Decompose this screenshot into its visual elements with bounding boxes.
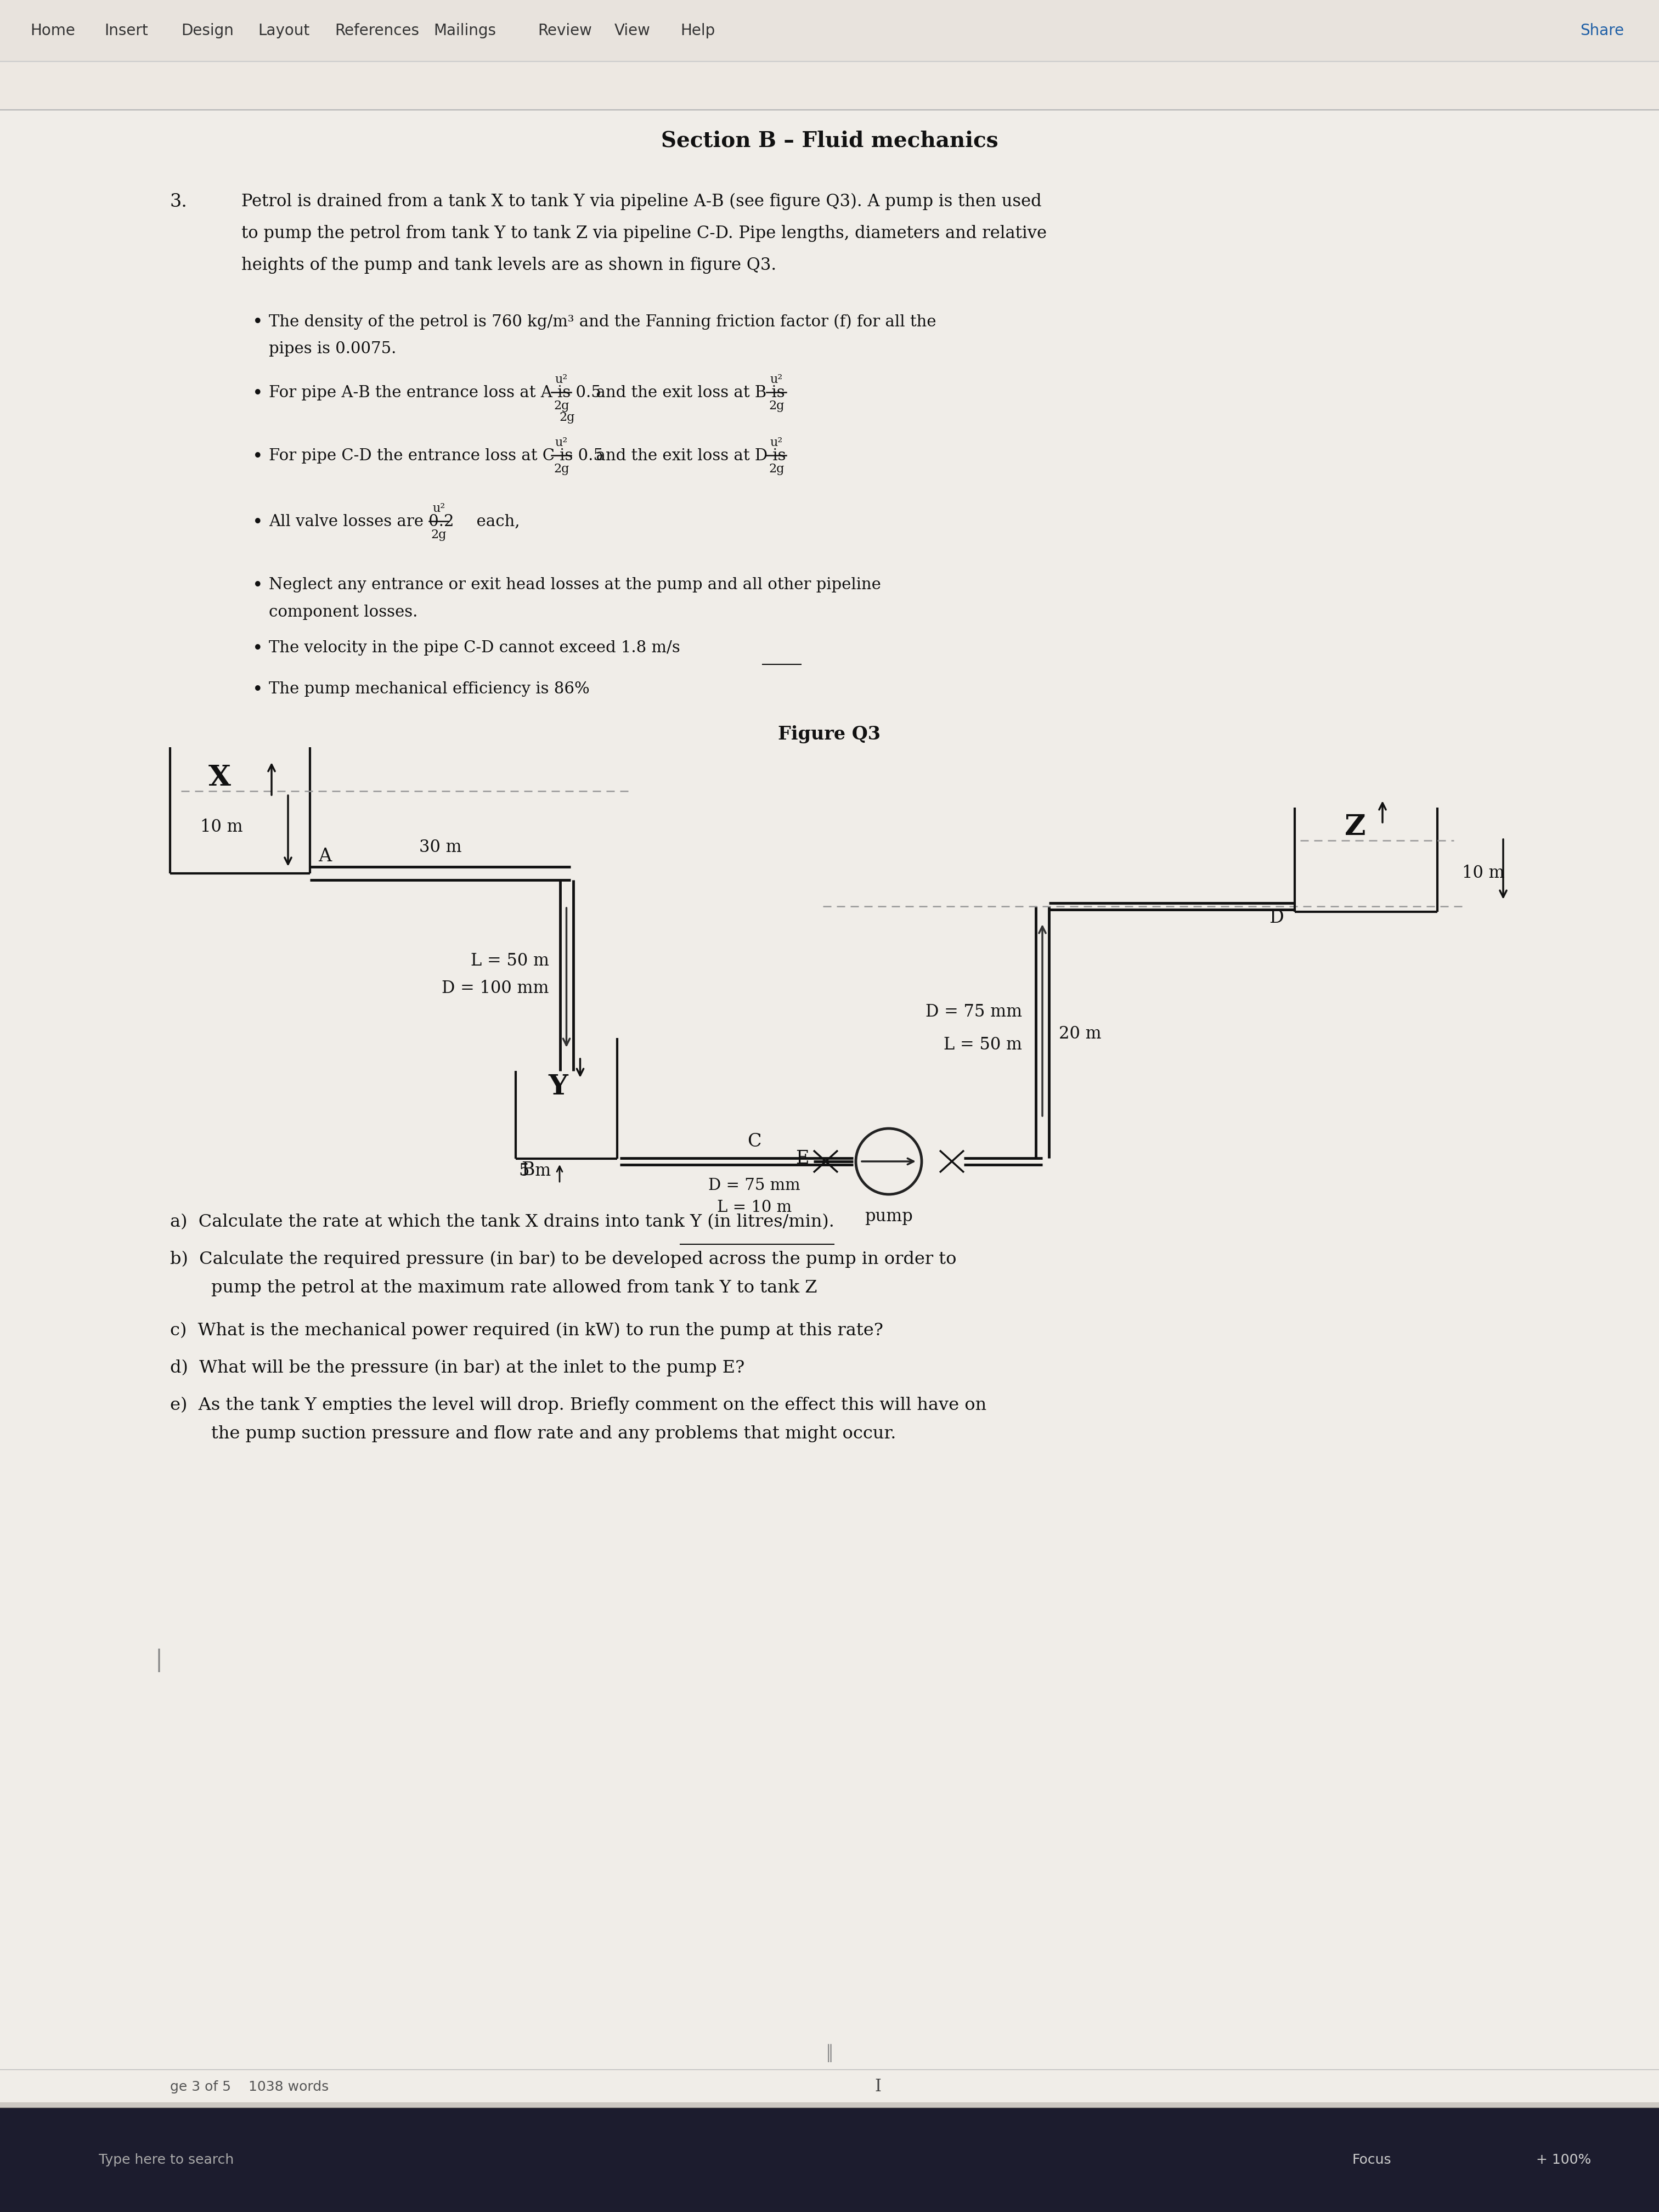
Text: Type here to search: Type here to search bbox=[100, 2152, 234, 2166]
Text: Focus: Focus bbox=[1352, 2152, 1392, 2166]
Text: and the exit loss at D is: and the exit loss at D is bbox=[586, 449, 791, 465]
Text: c)  What is the mechanical power required (in kW) to run the pump at this rate?: c) What is the mechanical power required… bbox=[171, 1323, 883, 1338]
Text: u²: u² bbox=[556, 374, 567, 385]
Text: For pipe C-D the entrance loss at C is 0.5: For pipe C-D the entrance loss at C is 0… bbox=[269, 449, 609, 465]
Text: Figure Q3: Figure Q3 bbox=[778, 726, 881, 743]
Text: 3.: 3. bbox=[171, 192, 187, 210]
Text: 10 m: 10 m bbox=[201, 818, 242, 836]
Text: and the exit loss at B is: and the exit loss at B is bbox=[586, 385, 790, 400]
Text: All valve losses are 0.2: All valve losses are 0.2 bbox=[269, 513, 460, 529]
Text: Design: Design bbox=[181, 22, 234, 38]
Text: 2g: 2g bbox=[768, 400, 785, 411]
Text: Z: Z bbox=[1344, 814, 1365, 841]
Text: d)  What will be the pressure (in bar) at the inlet to the pump E?: d) What will be the pressure (in bar) at… bbox=[171, 1360, 745, 1376]
Text: the pump suction pressure and flow rate and any problems that might occur.: the pump suction pressure and flow rate … bbox=[211, 1425, 896, 1442]
Text: Petrol is drained from a tank X to tank Y via pipeline A-B (see figure Q3). A pu: Petrol is drained from a tank X to tank … bbox=[242, 192, 1042, 210]
Text: 30 m: 30 m bbox=[420, 838, 461, 856]
Text: pump the petrol at the maximum rate allowed from tank Y to tank Z: pump the petrol at the maximum rate allo… bbox=[211, 1279, 818, 1296]
Text: Review: Review bbox=[538, 22, 592, 38]
Text: component losses.: component losses. bbox=[269, 604, 418, 619]
Text: •: • bbox=[252, 513, 264, 531]
Text: •: • bbox=[252, 449, 264, 467]
Text: ge 3 of 5    1038 words: ge 3 of 5 1038 words bbox=[171, 2079, 328, 2093]
Text: E: E bbox=[796, 1150, 810, 1168]
Text: 20 m: 20 m bbox=[1058, 1026, 1102, 1042]
Text: Section B – Fluid mechanics: Section B – Fluid mechanics bbox=[660, 131, 999, 150]
Text: For pipe A-B the entrance loss at A is 0.5: For pipe A-B the entrance loss at A is 0… bbox=[269, 385, 606, 400]
Text: A: A bbox=[319, 847, 332, 865]
Text: •: • bbox=[252, 681, 264, 699]
Text: u²: u² bbox=[770, 374, 783, 385]
Text: D: D bbox=[1269, 909, 1284, 927]
Text: 2g: 2g bbox=[554, 462, 569, 476]
Text: b)  Calculate the required pressure (in bar) to be developed across the pump in : b) Calculate the required pressure (in b… bbox=[171, 1250, 957, 1267]
Text: The density of the petrol is 760 kg/m³ and the Fanning friction factor (f) for a: The density of the petrol is 760 kg/m³ a… bbox=[269, 314, 936, 330]
Text: B: B bbox=[521, 1161, 534, 1179]
Text: Layout: Layout bbox=[257, 22, 310, 38]
Text: Help: Help bbox=[680, 22, 715, 38]
Text: View: View bbox=[614, 22, 650, 38]
Text: L = 50 m: L = 50 m bbox=[471, 953, 549, 969]
Text: 2g: 2g bbox=[554, 400, 569, 411]
Text: heights of the pump and tank levels are as shown in figure Q3.: heights of the pump and tank levels are … bbox=[242, 257, 776, 274]
Text: u²: u² bbox=[433, 502, 445, 515]
Text: pipes is 0.0075.: pipes is 0.0075. bbox=[269, 341, 397, 356]
Text: to pump the petrol from tank Y to tank Z via pipeline C-D. Pipe lengths, diamete: to pump the petrol from tank Y to tank Z… bbox=[242, 226, 1047, 241]
Text: L = 50 m: L = 50 m bbox=[944, 1037, 1022, 1053]
Text: X: X bbox=[207, 763, 231, 792]
Text: D = 100 mm: D = 100 mm bbox=[441, 980, 549, 998]
Text: Y: Y bbox=[549, 1073, 567, 1102]
Text: D = 75 mm: D = 75 mm bbox=[708, 1177, 800, 1192]
Text: |: | bbox=[156, 1648, 163, 1672]
Text: 2g: 2g bbox=[768, 462, 785, 476]
Text: 2g: 2g bbox=[431, 529, 446, 542]
Text: Home: Home bbox=[30, 22, 75, 38]
Text: Share: Share bbox=[1579, 22, 1624, 38]
Text: The velocity in the pipe C-D cannot exceed 1.8 m/s: The velocity in the pipe C-D cannot exce… bbox=[269, 639, 680, 655]
Text: D = 75 mm: D = 75 mm bbox=[926, 1004, 1022, 1020]
Bar bbox=[0, 62, 1659, 111]
Text: •: • bbox=[252, 577, 264, 595]
Text: 5 m: 5 m bbox=[519, 1164, 551, 1179]
Text: u²: u² bbox=[556, 436, 567, 449]
Text: u²: u² bbox=[770, 436, 783, 449]
Text: a)  Calculate the rate at which the tank X drains into tank Y (in litres/min).: a) Calculate the rate at which the tank … bbox=[171, 1214, 834, 1230]
Text: The pump mechanical efficiency is 86%: The pump mechanical efficiency is 86% bbox=[269, 681, 589, 697]
Text: L = 10 m: L = 10 m bbox=[717, 1199, 791, 1214]
Text: e)  As the tank Y empties the level will drop. Briefly comment on the effect thi: e) As the tank Y empties the level will … bbox=[171, 1396, 987, 1413]
Text: + 100%: + 100% bbox=[1536, 2152, 1591, 2166]
Text: 2g: 2g bbox=[559, 411, 574, 422]
Text: 10 m: 10 m bbox=[1462, 865, 1505, 883]
Text: Mailings: Mailings bbox=[433, 22, 496, 38]
Text: •: • bbox=[252, 385, 264, 403]
Text: C: C bbox=[747, 1133, 761, 1150]
Text: Insert: Insert bbox=[105, 22, 148, 38]
Text: •: • bbox=[252, 639, 264, 657]
Text: pump: pump bbox=[864, 1208, 912, 1225]
Text: each,: each, bbox=[466, 513, 519, 529]
Text: •: • bbox=[252, 314, 264, 332]
Bar bbox=[0, 2108, 1659, 2212]
Text: I: I bbox=[874, 2079, 881, 2095]
Text: ║: ║ bbox=[825, 2044, 834, 2062]
Bar bbox=[0, 0, 1659, 62]
Text: References: References bbox=[335, 22, 420, 38]
Text: Neglect any entrance or exit head losses at the pump and all other pipeline: Neglect any entrance or exit head losses… bbox=[269, 577, 881, 593]
